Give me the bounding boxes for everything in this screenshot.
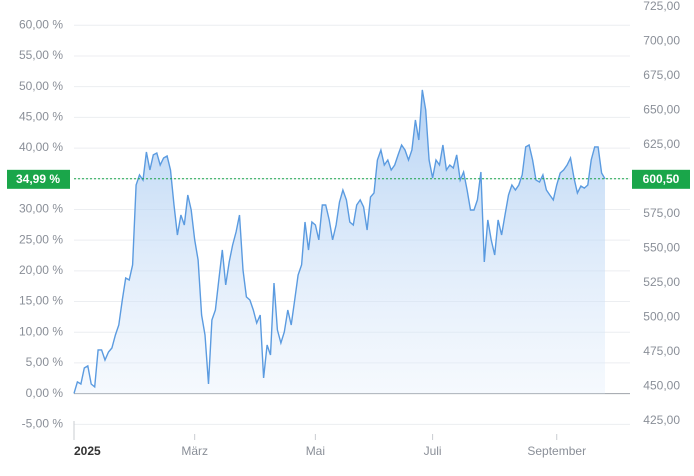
y2-tick-label: 475,00 <box>643 344 680 358</box>
y2-tick-label: 725,00 <box>643 0 680 13</box>
y-tick-label: 55,00 % <box>19 48 63 62</box>
y-tick-label: 60,00 % <box>19 17 63 31</box>
x-tick-label: September <box>527 444 586 458</box>
y2-tick-label: 625,00 <box>643 137 680 151</box>
price-label: 600,50 <box>643 172 680 186</box>
y2-tick-label: 575,00 <box>643 206 680 220</box>
x-tick-label: März <box>181 444 208 458</box>
price-badge <box>632 169 690 189</box>
area <box>74 89 605 394</box>
y-tick-label: 5,00 % <box>26 355 64 369</box>
x-tick-label: Juli <box>424 444 442 458</box>
y-tick-label: 0,00 % <box>26 386 64 400</box>
y2-tick-label: 425,00 <box>643 413 680 427</box>
y2-tick-label: 675,00 <box>643 68 680 82</box>
price-line <box>73 89 606 394</box>
y-tick-label: 20,00 % <box>19 263 63 277</box>
y-tick-label: 40,00 % <box>19 140 63 154</box>
x-tick-label: Mai <box>306 444 325 458</box>
y-tick-label: 10,00 % <box>19 324 63 338</box>
change-label: 34,99 % <box>16 172 60 186</box>
y-tick-label: 15,00 % <box>19 294 63 308</box>
y-tick-label: 25,00 % <box>19 232 63 246</box>
y-tick-label: 30,00 % <box>19 202 63 216</box>
y2-tick-label: 700,00 <box>643 34 680 48</box>
y-tick-label: -5,00 % <box>22 416 64 430</box>
x-tick-label: 2025 <box>74 444 101 458</box>
y2-tick-label: 550,00 <box>643 241 680 255</box>
y2-tick-label: 525,00 <box>643 275 680 289</box>
y2-tick-label: 650,00 <box>643 103 680 117</box>
y2-tick-label: 450,00 <box>643 379 680 393</box>
change-badge <box>7 169 70 189</box>
y2-tick-label: 500,00 <box>643 310 680 324</box>
y-tick-label: 50,00 % <box>19 79 63 93</box>
y-tick-label: 45,00 % <box>19 110 63 124</box>
